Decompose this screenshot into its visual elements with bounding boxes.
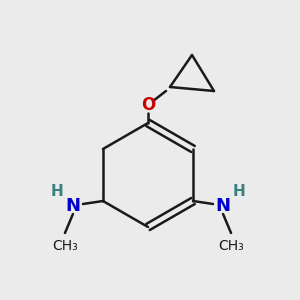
Text: CH₃: CH₃ bbox=[52, 239, 78, 253]
Text: O: O bbox=[141, 96, 155, 114]
Text: N: N bbox=[65, 197, 80, 215]
Text: H: H bbox=[233, 184, 245, 200]
Text: N: N bbox=[215, 197, 230, 215]
Text: CH₃: CH₃ bbox=[218, 239, 244, 253]
Text: H: H bbox=[51, 184, 63, 200]
